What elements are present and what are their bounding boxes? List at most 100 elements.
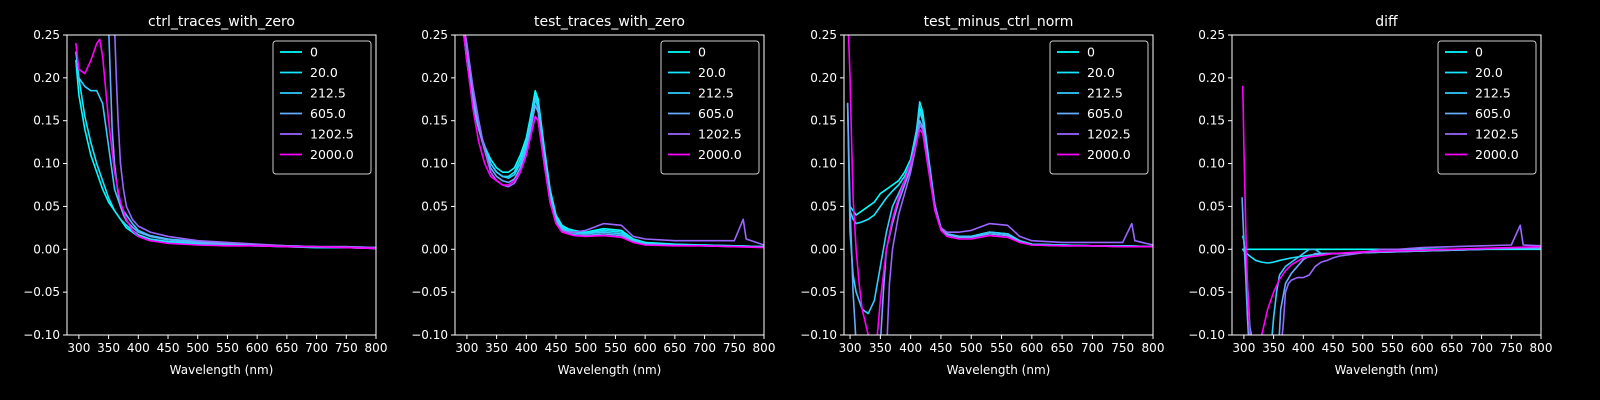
x-tick-label: 800 [753, 341, 776, 355]
y-tick-label: 0.10 [810, 157, 837, 171]
legend-entry: 212.5 [1087, 86, 1123, 101]
x-tick-label: 700 [305, 341, 328, 355]
x-tick-label: 700 [1470, 341, 1493, 355]
x-tick-label: 350 [485, 341, 508, 355]
x-tick-label: 300 [1232, 341, 1255, 355]
y-tick-label: 0.15 [1198, 114, 1225, 128]
x-tick-label: 450 [157, 341, 180, 355]
chart-panel-2: 300 350 400 450 500 550 600 650 700 750 800 −0.10 −0… [411, 14, 775, 377]
series-group [75, 35, 376, 250]
axes-frame [1231, 34, 1542, 336]
legend-entry: 605.0 [698, 106, 734, 121]
x-tick-label: 350 [869, 341, 892, 355]
legend-entry: 605.0 [1087, 106, 1123, 121]
x-tick-label: 650 [275, 341, 298, 355]
x-tick-label: 550 [990, 341, 1013, 355]
x-tick-label: 450 [1322, 341, 1345, 355]
chart-panel-4: 300 350 400 450 500 550 600 650 700 750 800 −0.10 −0… [1188, 14, 1552, 377]
x-tick-label: 500 [960, 341, 983, 355]
legend-entry: 2000.0 [1087, 147, 1131, 162]
x-tick-label: 650 [663, 341, 686, 355]
y-tick-label: −0.05 [23, 285, 60, 299]
y-tick-label: 0.25 [421, 28, 448, 42]
x-tick-label: 750 [1111, 341, 1134, 355]
legend-entry: 20.0 [1087, 65, 1115, 80]
x-tick-label: 550 [216, 341, 239, 355]
x-tick-label: 750 [723, 341, 746, 355]
series-group [1241, 85, 1541, 335]
x-tick-label: 650 [1440, 341, 1463, 355]
series-line-2000.0 [75, 38, 376, 250]
y-tick-label: 0.20 [1198, 71, 1225, 85]
x-tick-label: 400 [1292, 341, 1315, 355]
y-tick-label: 0.20 [810, 71, 837, 85]
series-line-605.0 [1241, 197, 1541, 335]
x-tick-label: 600 [634, 341, 657, 355]
series-line-1202.5 [1281, 224, 1541, 335]
legend-entry: 2000.0 [310, 147, 354, 162]
axes-frame [454, 34, 765, 336]
x-tick-label: 750 [1500, 341, 1523, 355]
y-tick-label: −0.05 [800, 285, 837, 299]
x-axis-label: Wavelength (nm) [558, 363, 662, 377]
legend-box [272, 40, 372, 175]
x-tick-label: 600 [246, 341, 269, 355]
series-line-2000.0 [1241, 85, 1541, 335]
series-line-212.5 [846, 102, 1153, 315]
legend-entry: 2000.0 [698, 147, 742, 162]
x-tick-label: 750 [335, 341, 358, 355]
y-tick-label: 0.00 [810, 242, 837, 256]
axes-frame [66, 34, 377, 336]
y-tick-label: 0.05 [421, 199, 448, 213]
x-tick-label: 800 [1530, 341, 1553, 355]
legend: 0 20.0 212.5 605.0 1202.5 2000.0 [660, 40, 760, 175]
y-tick-label: 0.10 [33, 157, 60, 171]
y-tick-label: −0.10 [411, 328, 448, 342]
y-tick-label: 0.10 [421, 157, 448, 171]
x-tick-label: 500 [1351, 341, 1374, 355]
legend-entry: 0 [1087, 45, 1095, 60]
x-tick-label: 300 [839, 341, 862, 355]
y-tick-label: 0.10 [1198, 157, 1225, 171]
x-tick-label: 450 [929, 341, 952, 355]
legend-entry: 0 [1475, 45, 1483, 60]
x-tick-label: 550 [1381, 341, 1404, 355]
legend: 0 20.0 212.5 605.0 1202.5 2000.0 [1437, 40, 1537, 175]
legend-entry: 0 [698, 45, 706, 60]
x-tick-label: 300 [67, 341, 90, 355]
legend-entry: 605.0 [1475, 106, 1511, 121]
y-tick-label: 0.15 [421, 114, 448, 128]
x-tick-label: 600 [1411, 341, 1434, 355]
y-tick-label: −0.05 [1188, 285, 1225, 299]
series-line-2000.0 [847, 35, 1153, 335]
chart-title: ctrl_traces_with_zero [148, 14, 295, 30]
x-tick-label: 800 [365, 341, 388, 355]
y-tick-label: 0.05 [810, 199, 837, 213]
legend-entry: 1202.5 [310, 127, 354, 142]
y-tick-label: 0.15 [33, 114, 60, 128]
x-tick-label: 500 [574, 341, 597, 355]
y-tick-label: −0.05 [411, 285, 448, 299]
legend-box [660, 40, 760, 175]
y-tick-label: 0.15 [810, 114, 837, 128]
x-tick-label: 350 [1262, 341, 1285, 355]
legend: 0 20.0 212.5 605.0 1202.5 2000.0 [272, 40, 372, 175]
x-tick-label: 350 [97, 341, 120, 355]
legend-entry: 0 [310, 45, 318, 60]
legend-entry: 212.5 [1475, 86, 1511, 101]
legend-entry: 1202.5 [1087, 127, 1131, 142]
x-axis-label: Wavelength (nm) [170, 363, 274, 377]
y-tick-label: −0.10 [800, 328, 837, 342]
y-tick-label: 0.25 [33, 28, 60, 42]
x-tick-label: 550 [604, 341, 627, 355]
legend-entry: 1202.5 [698, 127, 742, 142]
y-tick-label: 0.25 [1198, 28, 1225, 42]
x-tick-label: 400 [899, 341, 922, 355]
axes-frame [843, 34, 1154, 336]
y-tick-label: 0.05 [33, 199, 60, 213]
chart-title: test_traces_with_zero [534, 14, 685, 30]
x-tick-label: 300 [455, 341, 478, 355]
series-group [463, 35, 764, 249]
